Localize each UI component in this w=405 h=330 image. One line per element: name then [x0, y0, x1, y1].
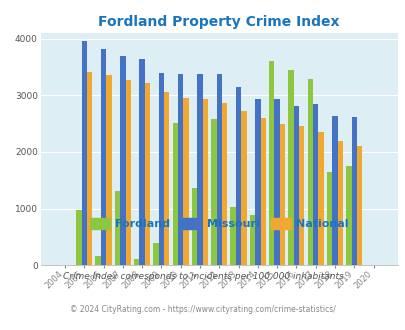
Bar: [134, 258, 139, 265]
Bar: [139, 59, 145, 265]
Bar: [158, 73, 164, 265]
Bar: [235, 87, 241, 265]
Bar: [153, 243, 158, 265]
Bar: [76, 210, 81, 265]
Bar: [183, 98, 188, 265]
Legend: Fordland, Missouri, National: Fordland, Missouri, National: [85, 214, 352, 234]
Bar: [95, 256, 100, 265]
Bar: [279, 124, 284, 265]
Bar: [345, 166, 351, 265]
Bar: [100, 50, 106, 265]
Bar: [307, 79, 312, 265]
Text: © 2024 CityRating.com - https://www.cityrating.com/crime-statistics/: © 2024 CityRating.com - https://www.city…: [70, 305, 335, 314]
Bar: [216, 74, 222, 265]
Bar: [260, 118, 265, 265]
Bar: [312, 104, 318, 265]
Bar: [202, 99, 207, 265]
Bar: [318, 132, 323, 265]
Bar: [249, 215, 254, 265]
Bar: [164, 92, 169, 265]
Bar: [125, 80, 130, 265]
Bar: [145, 83, 150, 265]
Text: Crime Index corresponds to incidents per 100,000 inhabitants: Crime Index corresponds to incidents per…: [62, 272, 343, 281]
Bar: [298, 126, 304, 265]
Bar: [241, 111, 246, 265]
Bar: [326, 172, 331, 265]
Bar: [172, 123, 177, 265]
Bar: [288, 70, 293, 265]
Bar: [211, 118, 216, 265]
Bar: [222, 103, 227, 265]
Bar: [274, 99, 279, 265]
Bar: [337, 141, 342, 265]
Bar: [254, 99, 260, 265]
Bar: [356, 146, 361, 265]
Bar: [106, 75, 111, 265]
Bar: [197, 74, 202, 265]
Bar: [230, 207, 235, 265]
Bar: [120, 56, 125, 265]
Bar: [293, 106, 298, 265]
Bar: [87, 72, 92, 265]
Bar: [331, 116, 337, 265]
Title: Fordland Property Crime Index: Fordland Property Crime Index: [98, 15, 339, 29]
Bar: [115, 191, 120, 265]
Bar: [81, 42, 87, 265]
Bar: [177, 74, 183, 265]
Bar: [351, 117, 356, 265]
Bar: [269, 61, 274, 265]
Bar: [192, 188, 197, 265]
